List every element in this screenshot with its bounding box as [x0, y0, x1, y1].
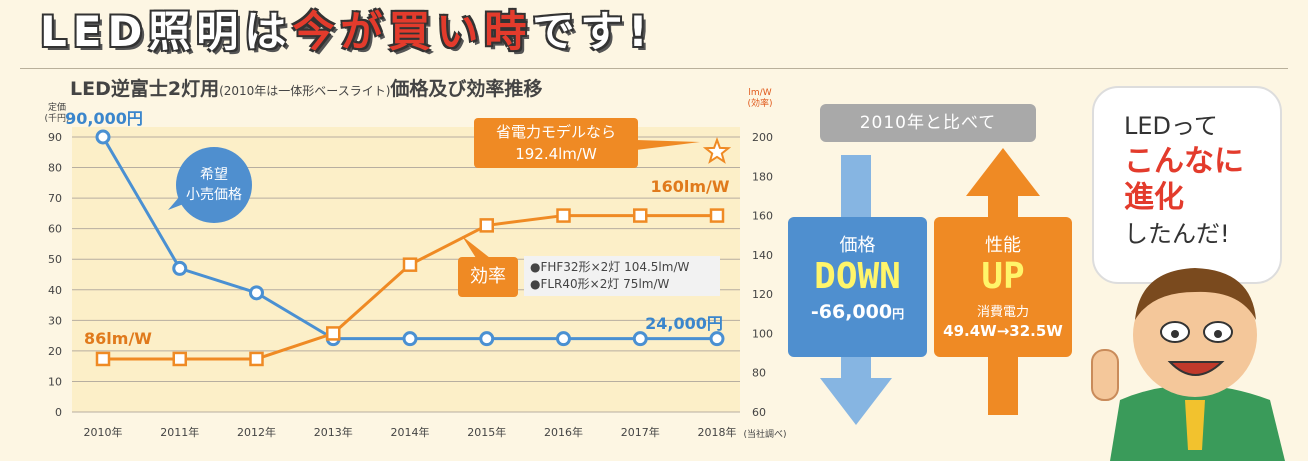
- right-tick-label: 100: [752, 327, 773, 340]
- mascot-illustration: [1091, 268, 1285, 461]
- left-axis-unit-line1: 定価: [48, 101, 66, 113]
- x-tick-label: 2013年: [314, 425, 353, 439]
- energy-model-line1: 省電力モデルなら: [495, 123, 616, 141]
- headline-part1: LED照明は: [40, 7, 293, 56]
- energy-model-line2: 192.4lm/W: [515, 145, 597, 163]
- callout-pointer: [636, 140, 700, 150]
- price-point: [709, 331, 725, 347]
- efficiency-point: [249, 351, 264, 367]
- price-label: 価格: [839, 235, 876, 256]
- perf-sub: 消費電力: [976, 305, 1029, 320]
- left-tick-label: 20: [48, 345, 62, 358]
- price-point: [402, 331, 418, 347]
- perf-value: 49.4W→32.5W: [943, 322, 1063, 340]
- chart-title: LED逆富士2灯用(2010年は一体形ベースライト)価格及び効率推移: [70, 74, 542, 101]
- legend-line1: ●FHF32形×2灯 104.5lm/W: [530, 260, 690, 274]
- x-tick-label: 2010年: [84, 425, 123, 439]
- left-tick-label: 40: [48, 284, 62, 297]
- chart-title-note: (2010年は一体形ベースライト): [219, 84, 391, 98]
- left-tick-label: 80: [48, 162, 62, 175]
- perf-up-text: UP: [981, 256, 1025, 297]
- price-point: [479, 331, 495, 347]
- right-tick-label: 80: [752, 367, 766, 380]
- price-start-label: 90,000円: [65, 109, 143, 128]
- left-tick-label: 90: [48, 131, 62, 144]
- eff-start-label: 86lm/W: [84, 329, 152, 348]
- up-arrow-icon: [966, 148, 1040, 196]
- legend-line2: ●FLR40形×2灯 75lm/W: [530, 277, 670, 291]
- right-tick-label: 160: [752, 210, 773, 223]
- headline-part2: 今が買い時: [292, 7, 533, 56]
- efficiency-point: [709, 208, 725, 223]
- headline: LED照明は今が買い時です!: [40, 4, 654, 60]
- star-highlight-point: [702, 136, 732, 164]
- performance-up-panel: 性能 UP 消費電力 49.4W→32.5W: [934, 217, 1072, 357]
- left-tick-label: 50: [48, 253, 62, 266]
- right-axis-unit-line1: lm/W: [748, 88, 771, 98]
- eff-label-pointer: [462, 236, 490, 258]
- bubble-line3: 進化: [1124, 180, 1184, 215]
- bubble-line1: LEDって: [1124, 112, 1218, 140]
- x-axis-note: (当社調べ): [743, 428, 786, 440]
- divider: [20, 68, 1288, 69]
- chart-title-tail: 価格及び効率推移: [390, 78, 543, 100]
- x-tick-label: 2017年: [621, 425, 660, 439]
- efficiency-label: 効率: [458, 257, 518, 297]
- comparison-header: 2010年と比べて: [820, 104, 1036, 142]
- chart-title-main: LED逆富士2灯用: [70, 78, 220, 100]
- left-axis-unit-line2: (千円): [44, 113, 69, 124]
- price-point: [632, 331, 648, 347]
- speech-bubble: LEDって こんなに 進化 したんだ!: [1092, 86, 1282, 284]
- energy-model-callout: 省電力モデルなら 192.4lm/W: [474, 118, 638, 168]
- price-down-text: DOWN: [814, 256, 901, 297]
- hope-line1: 希望: [200, 167, 228, 183]
- down-arrow-icon: [820, 378, 892, 425]
- eff-end-label: 160lm/W: [650, 177, 729, 196]
- price-value: -66,000円: [788, 301, 927, 323]
- left-tick-label: 10: [48, 375, 62, 388]
- x-tick-label: 2011年: [160, 425, 199, 439]
- efficiency-point: [633, 208, 648, 223]
- hope-line2: 小売価格: [186, 187, 242, 203]
- price-point: [95, 129, 111, 145]
- price-end-label: 24,000円: [645, 314, 723, 333]
- right-tick-label: 140: [752, 249, 773, 262]
- x-tick-label: 2015年: [467, 425, 506, 439]
- legend-box: ●FHF32形×2灯 104.5lm/W ●FLR40形×2灯 75lm/W: [524, 256, 720, 296]
- x-tick-label: 2018年: [698, 425, 737, 439]
- price-point: [249, 285, 264, 301]
- efficiency-point: [556, 208, 571, 223]
- efficiency-point: [172, 351, 187, 367]
- efficiency-point: [326, 326, 341, 341]
- price-point: [556, 331, 571, 347]
- x-tick-label: 2012年: [237, 425, 276, 439]
- left-tick-label: 70: [48, 192, 62, 205]
- hope-price-badge: 希望 小売価格: [176, 147, 252, 223]
- x-tick-label: 2014年: [391, 425, 430, 439]
- headline-part3: です!: [532, 7, 654, 56]
- efficiency-point: [479, 218, 494, 233]
- bubble-line2: こんなに: [1124, 144, 1244, 179]
- price-value-number: -66,000: [810, 301, 893, 323]
- bubble-line4: したんだ!: [1124, 220, 1230, 248]
- left-tick-label: 0: [55, 406, 62, 419]
- right-tick-label: 200: [752, 131, 773, 144]
- x-tick-label: 2016年: [544, 425, 583, 439]
- perf-label: 性能: [985, 235, 1021, 256]
- left-tick-label: 60: [48, 223, 62, 236]
- price-value-unit: 円: [892, 307, 905, 321]
- efficiency-point: [402, 257, 418, 272]
- efficiency-point: [95, 351, 111, 367]
- left-tick-label: 30: [48, 314, 62, 327]
- right-tick-label: 180: [752, 170, 773, 183]
- right-tick-label: 120: [752, 288, 773, 301]
- right-axis-unit-line2: (効率): [747, 97, 772, 109]
- price-down-panel: 価格 DOWN -66,000円: [788, 217, 927, 357]
- right-tick-label: 60: [752, 406, 766, 419]
- price-point: [172, 260, 188, 276]
